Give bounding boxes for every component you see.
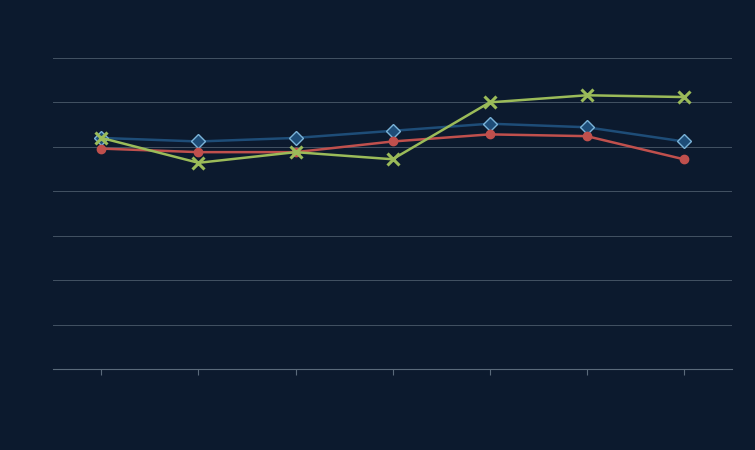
- Legend: : [387, 411, 398, 421]
